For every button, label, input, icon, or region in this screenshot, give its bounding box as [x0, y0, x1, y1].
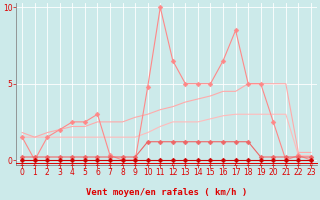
X-axis label: Vent moyen/en rafales ( km/h ): Vent moyen/en rafales ( km/h ) — [86, 188, 247, 197]
